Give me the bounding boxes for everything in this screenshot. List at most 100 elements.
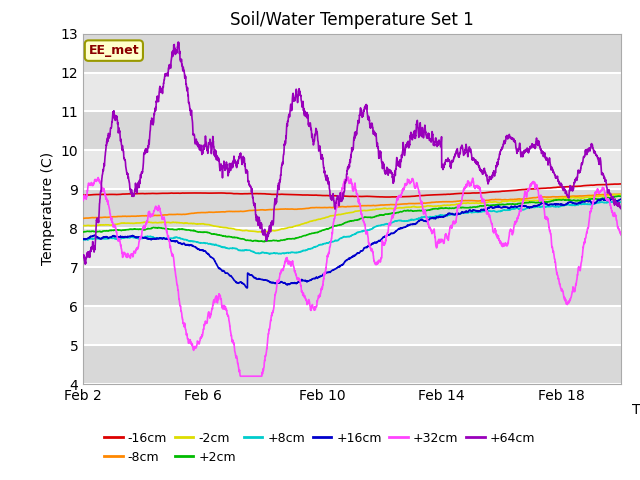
+8cm [141,234,148,240]
+16cm [244,285,252,291]
+8cm [607,199,615,204]
-16cm [309,192,317,198]
+8cm [617,199,625,205]
Bar [83,345,621,384]
-16cm [384,194,392,200]
+64cm [173,50,180,56]
+32cm [173,278,180,284]
-2cm [79,223,87,228]
Line: +64cm: +64cm [83,42,621,264]
Bar [83,72,621,111]
Line: +8cm: +8cm [83,202,621,254]
-8cm [141,213,148,219]
-16cm [173,190,180,196]
+64cm [617,205,625,211]
-2cm [309,218,317,224]
+2cm [285,236,293,241]
+8cm [607,199,614,205]
-2cm [285,225,293,230]
-16cm [285,192,293,197]
-8cm [607,192,614,197]
+2cm [614,193,622,199]
Title: Soil/Water Temperature Set 1: Soil/Water Temperature Set 1 [230,11,474,29]
+2cm [173,227,180,233]
+32cm [309,304,317,310]
+16cm [141,235,148,240]
Y-axis label: Temperature (C): Temperature (C) [41,152,55,265]
+64cm [549,166,557,172]
-16cm [548,185,556,191]
-2cm [607,192,614,198]
-2cm [141,219,148,225]
-2cm [173,220,180,226]
Line: -16cm: -16cm [83,184,621,197]
Line: +2cm: +2cm [83,196,621,241]
Line: -8cm: -8cm [83,194,621,218]
-16cm [617,181,625,187]
+8cm [266,251,273,257]
-8cm [309,204,317,210]
Text: Time: Time [632,403,640,417]
-2cm [258,229,266,235]
+8cm [309,245,317,251]
+16cm [607,197,614,203]
+32cm [79,197,87,203]
+32cm [237,373,244,379]
Bar [83,189,621,228]
-2cm [611,192,618,197]
-8cm [173,212,180,217]
+2cm [260,239,268,244]
+16cm [285,281,293,287]
+64cm [141,151,148,157]
+16cm [79,236,87,242]
-8cm [79,216,87,221]
+2cm [617,193,625,199]
Bar [83,150,621,189]
Line: +16cm: +16cm [83,198,621,288]
Bar [83,267,621,306]
+64cm [607,192,614,197]
+2cm [79,229,87,235]
+2cm [141,227,148,233]
Bar [83,34,621,72]
+16cm [309,276,317,282]
-16cm [607,181,614,187]
+16cm [548,202,556,207]
+16cm [617,196,625,202]
+16cm [608,195,616,201]
-16cm [141,191,148,197]
-8cm [285,206,293,212]
+8cm [285,250,293,255]
+64cm [286,112,294,118]
+32cm [285,261,293,266]
Bar [83,228,621,267]
+32cm [549,247,557,252]
-8cm [548,194,556,200]
Text: EE_met: EE_met [88,44,140,57]
-16cm [79,192,87,198]
+32cm [344,174,352,180]
+8cm [548,203,556,209]
+64cm [175,39,182,45]
Bar [83,306,621,345]
+2cm [548,198,556,204]
-8cm [617,192,625,197]
Bar [83,111,621,150]
+2cm [309,230,317,236]
+8cm [79,237,87,243]
+16cm [173,238,180,244]
-8cm [79,216,87,221]
Legend: -16cm, -8cm, -2cm, +2cm, +8cm, +16cm, +32cm, +64cm: -16cm, -8cm, -2cm, +2cm, +8cm, +16cm, +3… [99,427,540,469]
-2cm [548,197,556,203]
+64cm [309,138,317,144]
+8cm [173,234,180,240]
Line: +32cm: +32cm [83,177,621,376]
+64cm [81,261,89,267]
+32cm [607,203,614,208]
-8cm [617,191,625,197]
-2cm [617,192,625,198]
+32cm [141,225,148,230]
+2cm [607,195,614,201]
Line: -2cm: -2cm [83,194,621,232]
+32cm [617,232,625,238]
